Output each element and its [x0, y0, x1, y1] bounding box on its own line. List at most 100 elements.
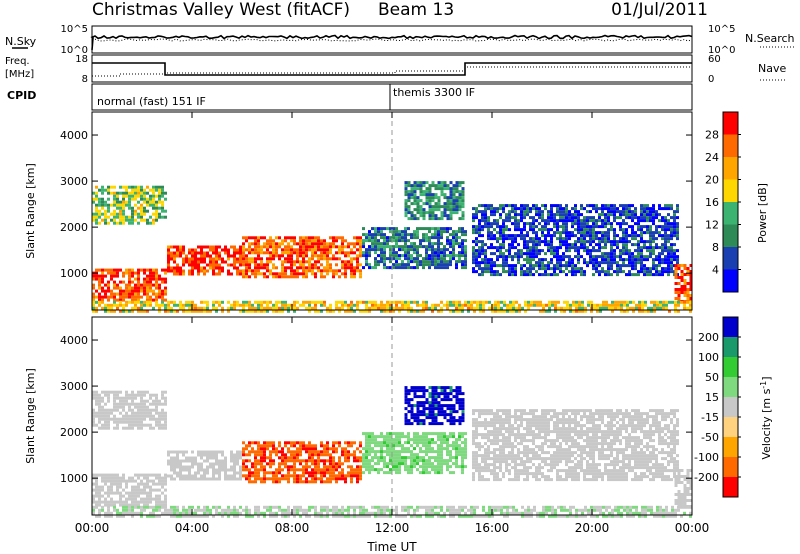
- scatter-cell: [263, 444, 266, 448]
- scatter-cell: [104, 289, 107, 293]
- scatter-cell: [556, 213, 559, 217]
- scatter-cell: [461, 459, 464, 463]
- scatter-cell: [586, 246, 589, 250]
- scatter-cell: [131, 417, 134, 421]
- scatter-cell: [461, 193, 465, 197]
- scatter-cell: [571, 219, 574, 223]
- scatter-cell: [619, 258, 622, 262]
- scatter-cell: [236, 456, 239, 460]
- scatter-cell: [374, 227, 377, 231]
- scatter-cell: [422, 401, 426, 405]
- scatter-cell: [146, 494, 149, 498]
- scatter-cell: [410, 416, 414, 420]
- scatter-cell: [380, 230, 383, 234]
- scatter-cell: [416, 459, 419, 463]
- scatter-cell: [257, 447, 260, 451]
- scatter-cell: [455, 303, 458, 307]
- freq-tick-bottom: 8: [82, 74, 88, 85]
- scatter-cell: [665, 303, 668, 307]
- scatter-cell: [146, 286, 149, 290]
- scatter-cell: [437, 435, 440, 439]
- scatter-cell: [335, 272, 338, 276]
- scatter-cell: [422, 468, 425, 472]
- scatter-cell: [478, 264, 481, 268]
- scatter-cell: [484, 225, 487, 229]
- scatter-cell: [224, 248, 227, 252]
- scatter-cell: [565, 207, 568, 211]
- scatter-cell: [464, 465, 467, 469]
- scatter-cell: [613, 240, 616, 244]
- scatter-cell: [526, 255, 529, 259]
- scatter-cell: [242, 309, 245, 313]
- scatter-cell: [110, 417, 113, 421]
- scatter-cell: [653, 300, 656, 304]
- scatter-cell: [458, 447, 461, 451]
- scatter-cell: [601, 225, 604, 229]
- scatter-cell: [107, 426, 110, 430]
- scatter-cell: [461, 468, 464, 472]
- scatter-cell: [128, 402, 131, 406]
- scatter-cell: [290, 254, 293, 258]
- scatter-cell: [113, 218, 116, 222]
- scatter-cell: [131, 491, 134, 495]
- scatter-cell: [535, 225, 538, 229]
- scatter-cell: [185, 300, 188, 304]
- scatter-cell: [137, 292, 140, 296]
- scatter-cell: [575, 300, 578, 304]
- scatter-cell: [209, 245, 212, 249]
- scatter-cell: [275, 275, 278, 279]
- scatter-cell: [113, 268, 116, 272]
- scatter-cell: [592, 204, 595, 208]
- scatter-cell: [568, 255, 571, 259]
- scatter-cell: [356, 465, 359, 469]
- scatter-cell: [422, 181, 426, 185]
- scatter-cell: [634, 249, 637, 253]
- scatter-cell: [302, 441, 305, 445]
- scatter-cell: [389, 456, 392, 460]
- scatter-cell: [455, 465, 458, 469]
- scatter-cell: [452, 456, 455, 460]
- scatter-cell: [539, 300, 542, 304]
- scatter-cell: [137, 191, 140, 195]
- scatter-cell: [239, 263, 242, 267]
- scatter-cell: [395, 441, 398, 445]
- scatter-cell: [98, 274, 101, 278]
- scatter-cell: [508, 249, 511, 253]
- scatter-cell: [323, 245, 326, 249]
- scatter-cell: [113, 298, 116, 302]
- scatter-cell: [392, 432, 395, 436]
- scatter-cell: [478, 246, 481, 250]
- scatter-cell: [631, 210, 634, 214]
- scatter-cell: [167, 260, 170, 264]
- scatter-cell: [326, 309, 329, 313]
- scatter-cell: [152, 298, 155, 302]
- scatter-cell: [170, 459, 173, 463]
- scatter-cell: [622, 264, 625, 268]
- scatter-cell: [113, 221, 116, 225]
- scatter-cell: [392, 438, 395, 442]
- scatter-cell: [637, 258, 640, 262]
- scatter-cell: [353, 471, 356, 475]
- scatter-cell: [194, 254, 197, 258]
- scatter-cell: [254, 260, 257, 264]
- scatter-cell: [398, 263, 401, 267]
- scatter-cell: [122, 197, 125, 201]
- scatter-cell: [529, 228, 532, 232]
- scatter-cell: [613, 255, 616, 259]
- scatter-cell: [553, 222, 556, 226]
- scatter-cell: [655, 237, 658, 241]
- scatter-cell: [667, 264, 670, 268]
- scatter-cell: [344, 474, 347, 478]
- scatter-cell: [233, 260, 236, 264]
- scatter-cell: [434, 266, 437, 270]
- scatter-cell: [383, 309, 386, 313]
- scatter-cell: [341, 248, 344, 252]
- scatter-cell: [458, 190, 462, 194]
- scatter-cell: [440, 193, 444, 197]
- scatter-cell: [320, 303, 323, 307]
- scatter-cell: [428, 432, 431, 436]
- scatter-cell: [529, 210, 532, 214]
- scatter-cell: [689, 273, 693, 276]
- scatter-cell: [260, 248, 263, 252]
